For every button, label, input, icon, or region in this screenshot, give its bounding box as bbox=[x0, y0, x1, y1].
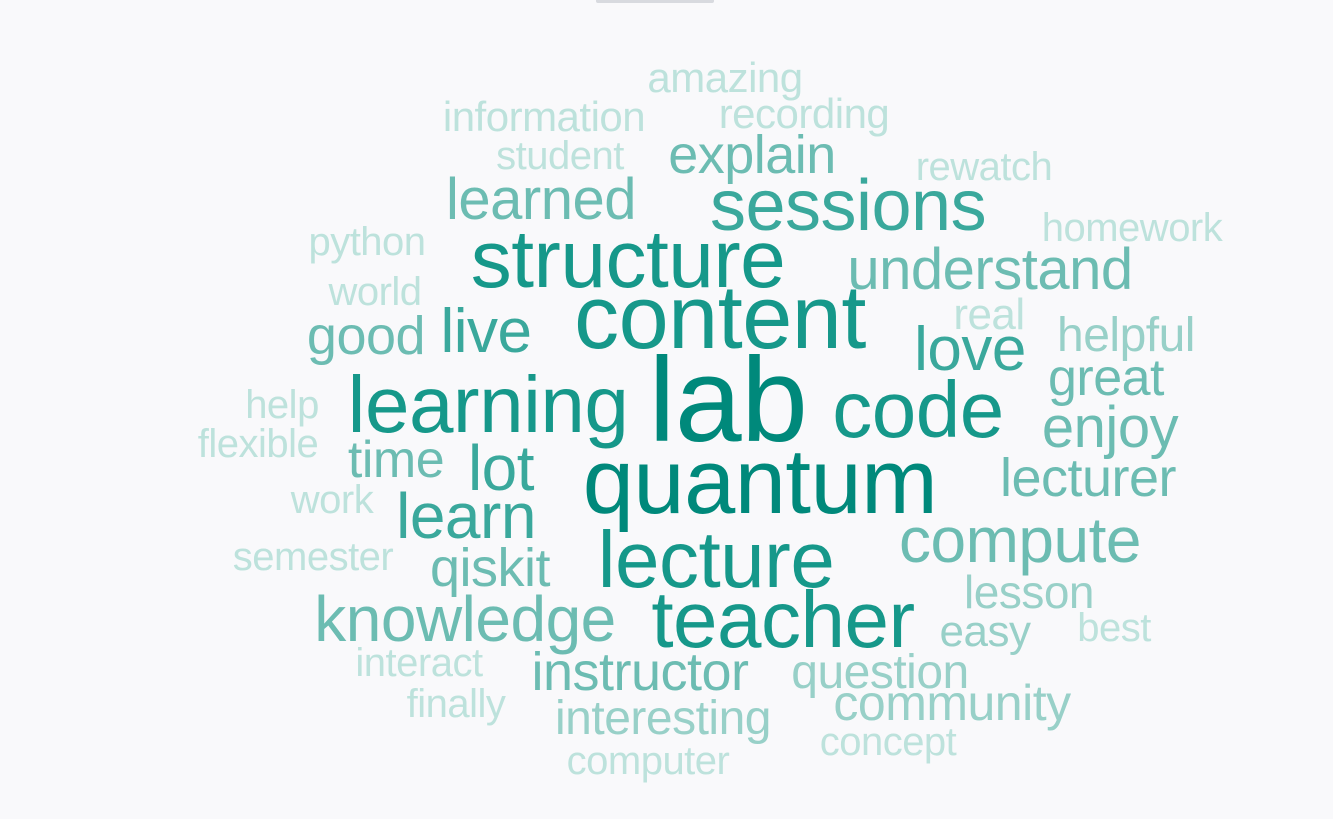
word-semester: semester bbox=[232, 535, 394, 579]
word-computer: computer bbox=[566, 739, 730, 783]
word-interact: interact bbox=[355, 641, 483, 685]
word-teacher: teacher bbox=[651, 575, 915, 664]
word-lab: lab bbox=[648, 333, 808, 467]
word-concept: concept bbox=[819, 720, 957, 764]
word-information: information bbox=[442, 93, 646, 140]
word-live: live bbox=[440, 297, 532, 366]
word-knowledge: knowledge bbox=[314, 583, 616, 655]
word-amazing: amazing bbox=[647, 54, 803, 101]
word-love: love bbox=[914, 315, 1026, 384]
word-learned: learned bbox=[446, 167, 636, 232]
word-recording: recording bbox=[718, 90, 890, 137]
word-student: student bbox=[496, 134, 624, 178]
word-explain: explain bbox=[668, 125, 836, 185]
word-easy: easy bbox=[939, 607, 1031, 656]
word-qiskit: qiskit bbox=[429, 538, 551, 598]
word-learning: learning bbox=[347, 360, 629, 449]
word-community: community bbox=[833, 675, 1071, 731]
word-work: work bbox=[290, 478, 374, 522]
word-python: python bbox=[308, 220, 426, 264]
word-time: time bbox=[347, 431, 445, 489]
word-real: real bbox=[953, 290, 1025, 339]
word-lecture: lecture bbox=[597, 515, 835, 604]
word-learn: learn bbox=[396, 480, 536, 552]
word-structure: structure bbox=[470, 214, 786, 305]
word-question: question bbox=[791, 646, 969, 699]
word-great: great bbox=[1047, 349, 1165, 407]
word-instructor: instructor bbox=[531, 642, 749, 702]
word-helpful: helpful bbox=[1057, 309, 1195, 362]
word-flexible: flexible bbox=[197, 422, 319, 466]
word-homework: homework bbox=[1041, 206, 1223, 250]
word-content: content bbox=[574, 268, 866, 368]
word-quantum: quantum bbox=[582, 431, 938, 533]
word-world: world bbox=[328, 270, 422, 314]
word-rewatch: rewatch bbox=[915, 145, 1053, 189]
word-help: help bbox=[245, 383, 319, 427]
word-lesson: lesson bbox=[964, 566, 1094, 618]
word-understand: understand bbox=[847, 237, 1133, 302]
word-lecturer: lecturer bbox=[999, 448, 1177, 508]
word-good: good bbox=[306, 306, 426, 366]
word-lot: lot bbox=[467, 432, 535, 504]
word-code: code bbox=[832, 365, 1004, 454]
top-tab-handle[interactable] bbox=[596, 0, 714, 3]
word-best: best bbox=[1077, 606, 1151, 650]
word-compute: compute bbox=[899, 504, 1141, 576]
word-finally: finally bbox=[406, 682, 506, 726]
word-sessions: sessions bbox=[709, 166, 987, 246]
word-interesting: interesting bbox=[555, 692, 771, 745]
word-enjoy: enjoy bbox=[1041, 395, 1179, 460]
